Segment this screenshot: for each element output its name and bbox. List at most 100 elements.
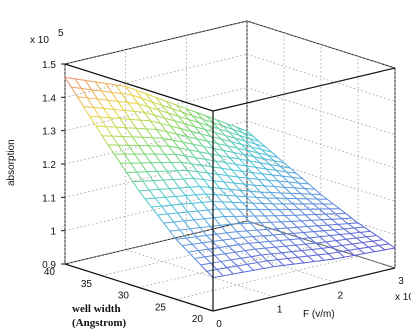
surface-line [226,145,234,153]
surface-line [202,118,210,127]
surface-line [150,162,158,172]
surface-line [180,128,191,132]
surface-line [263,266,274,269]
surface-line [220,138,228,147]
surface-line [215,160,226,164]
surface-line [182,178,190,188]
surface-line [272,174,283,177]
surface-line [230,257,242,261]
surface-line [214,132,222,140]
surface-line [142,180,154,182]
surface-line [339,208,346,214]
surface-line [181,203,189,213]
surface-line [178,115,185,125]
surface-line [323,230,331,237]
surface-line [300,193,308,200]
z-tick-label: 1.3 [42,127,56,138]
surface-line [246,196,257,198]
surface-line [216,119,227,125]
surface-line [95,125,106,128]
surface-line [240,143,248,151]
surface-line [121,93,132,96]
surface-line [343,227,355,230]
surface-line [214,131,226,136]
surface-line [148,189,156,199]
surface-line [190,163,198,172]
surface-line [301,250,309,257]
surface-line [335,240,343,246]
surface-line [362,242,369,248]
surface-line [199,151,210,155]
surface-line [376,235,383,241]
surface-line [359,231,367,238]
surface-line [117,100,128,103]
surface-line [273,160,285,164]
surface-line [282,203,290,210]
surface-line [276,169,287,173]
surface-line [257,178,265,187]
surface-line [107,99,118,102]
surface-line [163,117,171,127]
x-tick-label: 2 [338,290,344,301]
surface-line [220,138,232,143]
surface-line [99,116,107,127]
surface-line [277,180,285,188]
surface-line [173,220,184,223]
surface-line [184,123,195,128]
surface-line [138,189,150,192]
surface-line [301,249,312,252]
surface-line [142,180,150,191]
surface-line [130,118,141,121]
surface-line [198,122,206,130]
surface-line [89,115,100,118]
surface-line [333,203,340,210]
surface-line [141,98,149,108]
surface-line [263,234,274,237]
surface-line [285,244,296,247]
surface-line [267,259,278,262]
surface-line [232,236,243,240]
surface-line [297,255,309,258]
surface-line [229,188,241,191]
surface-line [204,256,212,264]
surface-line [249,160,260,164]
surface-line [274,186,285,188]
surface-line [244,248,256,252]
surface-line [314,188,322,195]
surface-line [225,162,236,165]
surface-line [199,186,210,188]
surface-line [278,180,289,183]
surface-line [305,243,313,250]
surface-line [220,261,228,269]
surface-line [337,223,345,230]
surface-line [151,101,159,111]
surface-line [196,138,208,142]
surface-line [205,235,213,242]
surface-line [378,243,389,246]
surface-line [238,134,246,142]
surface-line [231,201,239,210]
surface-line [103,108,111,119]
surface-line [167,213,175,223]
surface-line [183,219,195,222]
surface-line [171,108,179,117]
surface-line [212,148,220,156]
surface-line [125,127,133,138]
surface-line [215,160,222,169]
surface-line [246,230,254,237]
surface-line [354,226,365,229]
surface-line [222,125,230,133]
surface-line [223,216,231,225]
surface-line [222,125,234,130]
surface-line [358,248,365,254]
surface-line [194,258,202,266]
surface-line [237,147,244,155]
surface-line [352,243,359,250]
surface-line [353,227,361,233]
surface-line [288,181,299,184]
surface-line [111,91,122,95]
surface-line [119,118,131,120]
surface-line [329,234,341,237]
surface-line [116,126,127,129]
surface-line [150,120,161,124]
